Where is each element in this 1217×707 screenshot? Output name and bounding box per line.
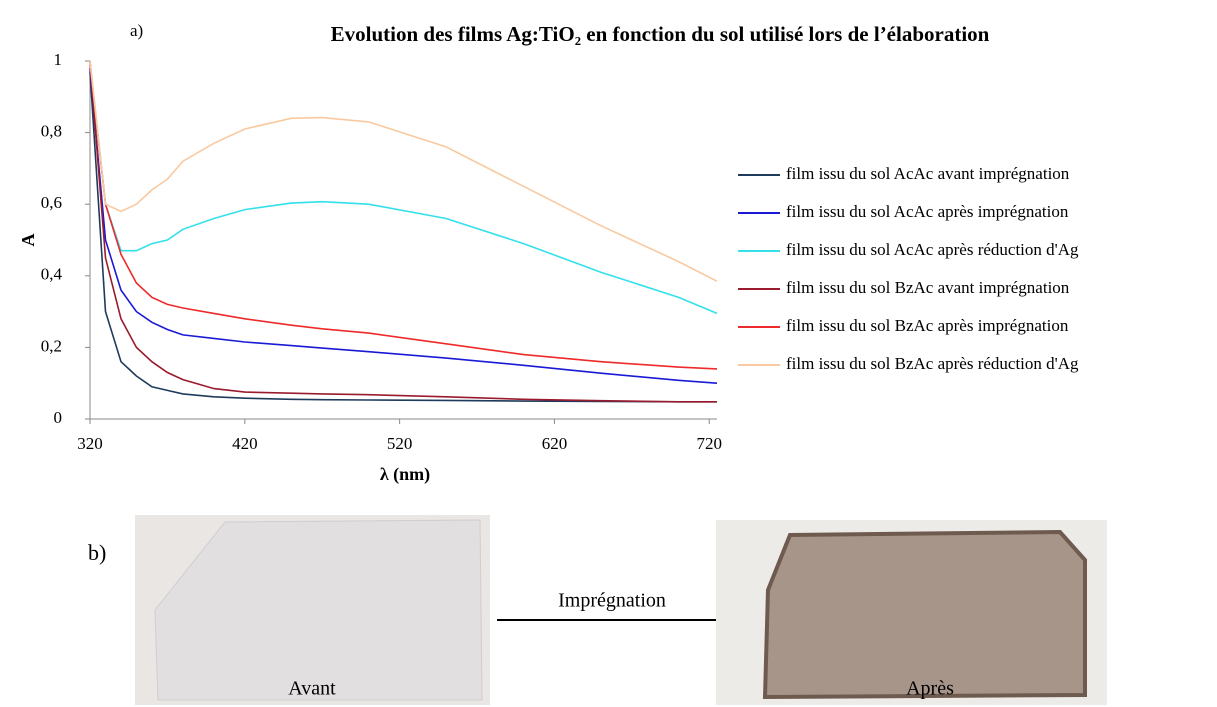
x-tick-label: 620 bbox=[542, 434, 568, 453]
y-tick-label: 0,2 bbox=[41, 336, 62, 355]
series-line bbox=[89, 64, 718, 370]
x-axis-label: λ (nm) bbox=[380, 464, 430, 485]
arrow-label: Imprégnation bbox=[558, 590, 666, 612]
x-tick-label: 420 bbox=[232, 434, 258, 453]
legend-label: film issu du sol BzAc avant imprégnation bbox=[786, 278, 1070, 297]
series-line bbox=[89, 60, 718, 315]
photos: b) Avant Imprégnation Après bbox=[88, 515, 1107, 705]
y-tick-label: 0,6 bbox=[41, 193, 62, 212]
legend-label: film issu du sol AcAc après imprégnation bbox=[786, 202, 1069, 221]
y-axis-label: A bbox=[18, 234, 38, 247]
photo-caption: Après bbox=[906, 678, 954, 700]
film bbox=[154, 519, 483, 701]
series-line bbox=[89, 60, 718, 282]
x-tick-label: 520 bbox=[387, 434, 413, 453]
legend-label: film issu du sol BzAc après réduction d'… bbox=[786, 354, 1079, 373]
panel-label: a) bbox=[130, 21, 143, 40]
x-tick-label: 720 bbox=[697, 434, 723, 453]
y-tick-label: 0,8 bbox=[41, 122, 62, 141]
legend-label: film issu du sol AcAc après réduction d'… bbox=[786, 240, 1079, 259]
series-line bbox=[89, 68, 718, 384]
x-tick-label: 320 bbox=[77, 434, 103, 453]
series-line bbox=[89, 71, 717, 403]
film bbox=[762, 529, 1087, 700]
chart-title: Evolution des films Ag:TiO₂ en fonction … bbox=[331, 22, 990, 46]
panel-label: b) bbox=[88, 540, 106, 565]
y-tick-label: 0,4 bbox=[41, 265, 63, 284]
legend-label: film issu du sol AcAc avant imprégnation bbox=[786, 164, 1070, 183]
y-tick-label: 1 bbox=[54, 50, 63, 69]
photo-caption: Avant bbox=[288, 678, 336, 700]
series-line bbox=[89, 60, 717, 403]
legend-label: film issu du sol BzAc après imprégnation bbox=[786, 316, 1069, 335]
y-tick-label: 0 bbox=[54, 408, 63, 427]
